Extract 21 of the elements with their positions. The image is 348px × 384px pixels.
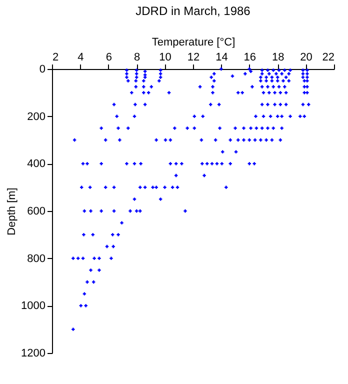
y-tick-label: 400 <box>27 158 46 170</box>
x-tick-label: 4 <box>78 52 84 64</box>
x-tick-label: 10 <box>159 52 172 64</box>
y-tick-label: 1000 <box>21 300 46 312</box>
y-tick-label: 600 <box>27 206 46 218</box>
x-tick-label: 16 <box>244 52 256 64</box>
x-tick-label: 2 <box>52 52 59 64</box>
y-tick-label: 200 <box>27 110 46 123</box>
x-tick-label: 14 <box>216 52 228 64</box>
x-tick-label: 8 <box>134 52 140 64</box>
x-tick-label: 22 <box>322 52 334 64</box>
y-axis-title: Depth [m] <box>6 188 18 236</box>
x-tick-label: 20 <box>300 52 312 64</box>
x-tick-label: 6 <box>106 52 112 64</box>
x-axis-title: Temperature [°C] <box>152 36 236 48</box>
x-tick-label: 12 <box>187 52 200 64</box>
x-tick-label: 18 <box>272 52 284 64</box>
y-tick-label: 800 <box>27 252 46 265</box>
y-tick-label: 0 <box>39 64 46 76</box>
y-tick-label: 1200 <box>21 348 46 360</box>
chart-title: JDRD in March, 1986 <box>136 4 251 18</box>
